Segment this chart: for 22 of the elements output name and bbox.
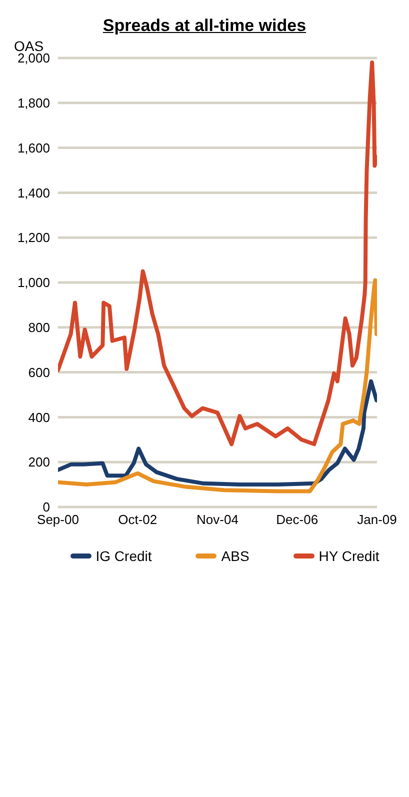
- y-tick-label: 200: [28, 454, 50, 470]
- y-tick-label: 600: [28, 364, 50, 380]
- x-tick-label: Nov-04: [196, 512, 238, 528]
- x-tick-label: Jan-09: [357, 512, 397, 528]
- legend-label: IG Credit: [96, 548, 152, 564]
- y-tick-label: 800: [28, 320, 50, 336]
- y-tick-label: 1,800: [17, 96, 50, 111]
- y-tick-label: 1,200: [17, 230, 50, 246]
- x-tick-label: Sep-00: [37, 512, 79, 528]
- line-series: [58, 60, 377, 446]
- line-series: [58, 379, 377, 487]
- x-tick-label: Dec-06: [276, 512, 318, 528]
- y-tick-label: 400: [28, 410, 50, 425]
- legend-label: ABS: [221, 548, 250, 564]
- chart-title: Spreads at all-time wides: [102, 15, 308, 37]
- legend-label: HY Credit: [318, 548, 380, 564]
- y-tick-label: 1,400: [17, 185, 50, 200]
- y-tick-label: 1,000: [17, 275, 50, 290]
- x-tick-label: Oct-02: [118, 512, 158, 528]
- y-tick-label: 1,600: [17, 140, 50, 156]
- y-tick-label: 0: [42, 500, 50, 515]
- line-series: [58, 278, 377, 494]
